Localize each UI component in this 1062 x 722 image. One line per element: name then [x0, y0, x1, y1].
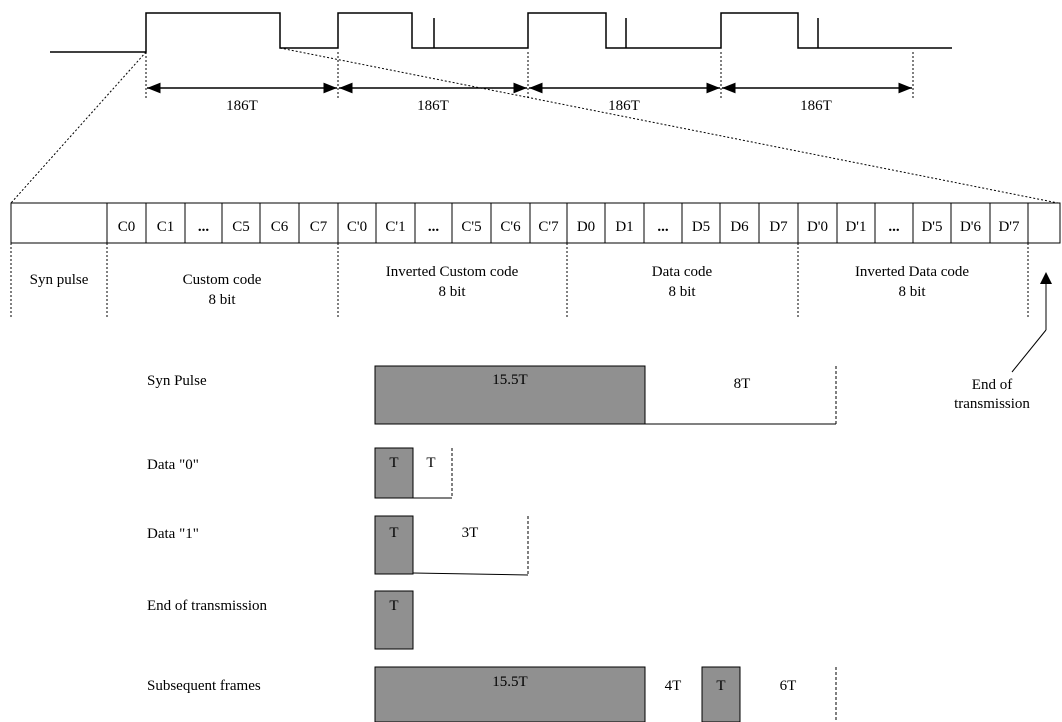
end-cell [1027, 202, 1061, 244]
timing-row-label: Subsequent frames [147, 678, 261, 694]
group-inverted-custom-label: Inverted Custom code [386, 264, 519, 280]
bit-cell [797, 202, 838, 244]
timing-row-label: Data "0" [147, 457, 199, 473]
data1-low-line [412, 572, 529, 576]
subsequent-high-pulse [374, 666, 646, 722]
span-label: 186T [800, 98, 832, 114]
bit-cell-label: C6 [271, 219, 289, 235]
bit-cell [451, 202, 492, 244]
bit-cell-label: D7 [769, 219, 788, 235]
frame-bit-cells: C0 C1... C5 C6 C7 C'0 C'1... C'5 C'6 C'7 D0 D1... D5… [10, 202, 1061, 244]
bit-cell [874, 202, 914, 244]
bit-cell-label: C'0 [347, 219, 367, 235]
ellipsis-cell-label: ... [198, 219, 210, 235]
subsequent-low2-label: 6T [780, 678, 797, 694]
subsequent-low-label: 4T [665, 678, 682, 694]
timing-row-label: End of transmission [147, 598, 267, 614]
bit-cell [106, 202, 147, 244]
data0-low-label: T [426, 455, 435, 471]
bit-cell-label: C'5 [461, 219, 481, 235]
end-high-pulse [374, 590, 414, 650]
timing-definitions: Syn Pulse Data "0" Data "1" End of trans… [147, 365, 837, 722]
bit-cell-label: D'1 [845, 219, 866, 235]
bit-cell-label: C'6 [500, 219, 521, 235]
subsequent-high-label: 15.5T [492, 674, 527, 690]
syn-high-pulse [374, 365, 646, 425]
group-custom-label: Custom code [183, 272, 262, 288]
ellipsis-cell-label: ... [657, 219, 669, 235]
bit-cell-label: D'5 [921, 219, 942, 235]
group-data-label: Data code [652, 264, 713, 280]
end-of-transmission-label-1: End of [972, 377, 1012, 393]
group-inverted-data-label: Inverted Data code [855, 264, 969, 280]
syn-pulse-cell [10, 202, 108, 244]
group-inverted-data-bits: 8 bit [898, 284, 926, 300]
ellipsis-cell-label: ... [428, 219, 440, 235]
bit-cell-label: D'0 [807, 219, 828, 235]
bit-cell [566, 202, 606, 244]
frame-waveform: 186T 186T 186T 186T [50, 12, 952, 114]
data1-low-label: 3T [462, 525, 479, 541]
group-inverted-custom-bits: 8 bit [438, 284, 466, 300]
subsequent-high2-label: T [716, 678, 725, 694]
bit-cell-label: C5 [232, 219, 250, 235]
ellipsis-cell-label: ... [888, 219, 900, 235]
bit-cell [490, 202, 531, 244]
group-dividers [10, 243, 1029, 318]
group-custom-bits: 8 bit [208, 292, 236, 308]
span-label: 186T [608, 98, 640, 114]
bit-cell [298, 202, 339, 244]
bit-cell [184, 202, 223, 244]
bit-cell [989, 202, 1029, 244]
bit-cell-label: D6 [730, 219, 749, 235]
span-label: 186T [417, 98, 449, 114]
end-high-label: T [389, 598, 398, 614]
bit-cell-label: D'6 [960, 219, 982, 235]
bit-cell-label: C0 [118, 219, 136, 235]
bit-cell-label: D'7 [998, 219, 1020, 235]
data1-high-pulse [374, 515, 414, 575]
bit-cell [221, 202, 261, 244]
bit-cell-label: C'1 [385, 219, 405, 235]
bit-cell [758, 202, 799, 244]
timing-row-label: Syn Pulse [147, 373, 207, 389]
bit-cell-label: C1 [157, 219, 175, 235]
end-of-transmission-label-2: transmission [954, 396, 1030, 412]
subsequent-high-pulse-2 [701, 666, 741, 722]
bit-cell [836, 202, 876, 244]
bit-cell-label: C'7 [538, 219, 559, 235]
bit-cell [414, 202, 453, 244]
waveform-line [50, 12, 952, 53]
bit-cell [529, 202, 568, 244]
bit-cell-label: D5 [692, 219, 710, 235]
data0-high-label: T [389, 455, 398, 471]
group-syn-label: Syn pulse [30, 272, 89, 288]
zoom-guide-right [279, 47, 1059, 204]
zoom-guide-left [10, 51, 147, 204]
bit-cell [145, 202, 186, 244]
bit-cell-label: D0 [577, 219, 595, 235]
bit-cell-label: C7 [310, 219, 328, 235]
bit-cell [604, 202, 645, 244]
bit-cell-label: D1 [615, 219, 633, 235]
bit-cell [912, 202, 952, 244]
group-data-bits: 8 bit [668, 284, 696, 300]
data0-high-pulse [374, 447, 414, 499]
timing-row-label: Data "1" [147, 526, 199, 542]
syn-high-label: 15.5T [492, 372, 527, 388]
data1-high-label: T [389, 525, 398, 541]
syn-low-label: 8T [734, 376, 751, 392]
span-label: 186T [226, 98, 258, 114]
end-of-transmission-marker: End of transmission [954, 272, 1052, 412]
